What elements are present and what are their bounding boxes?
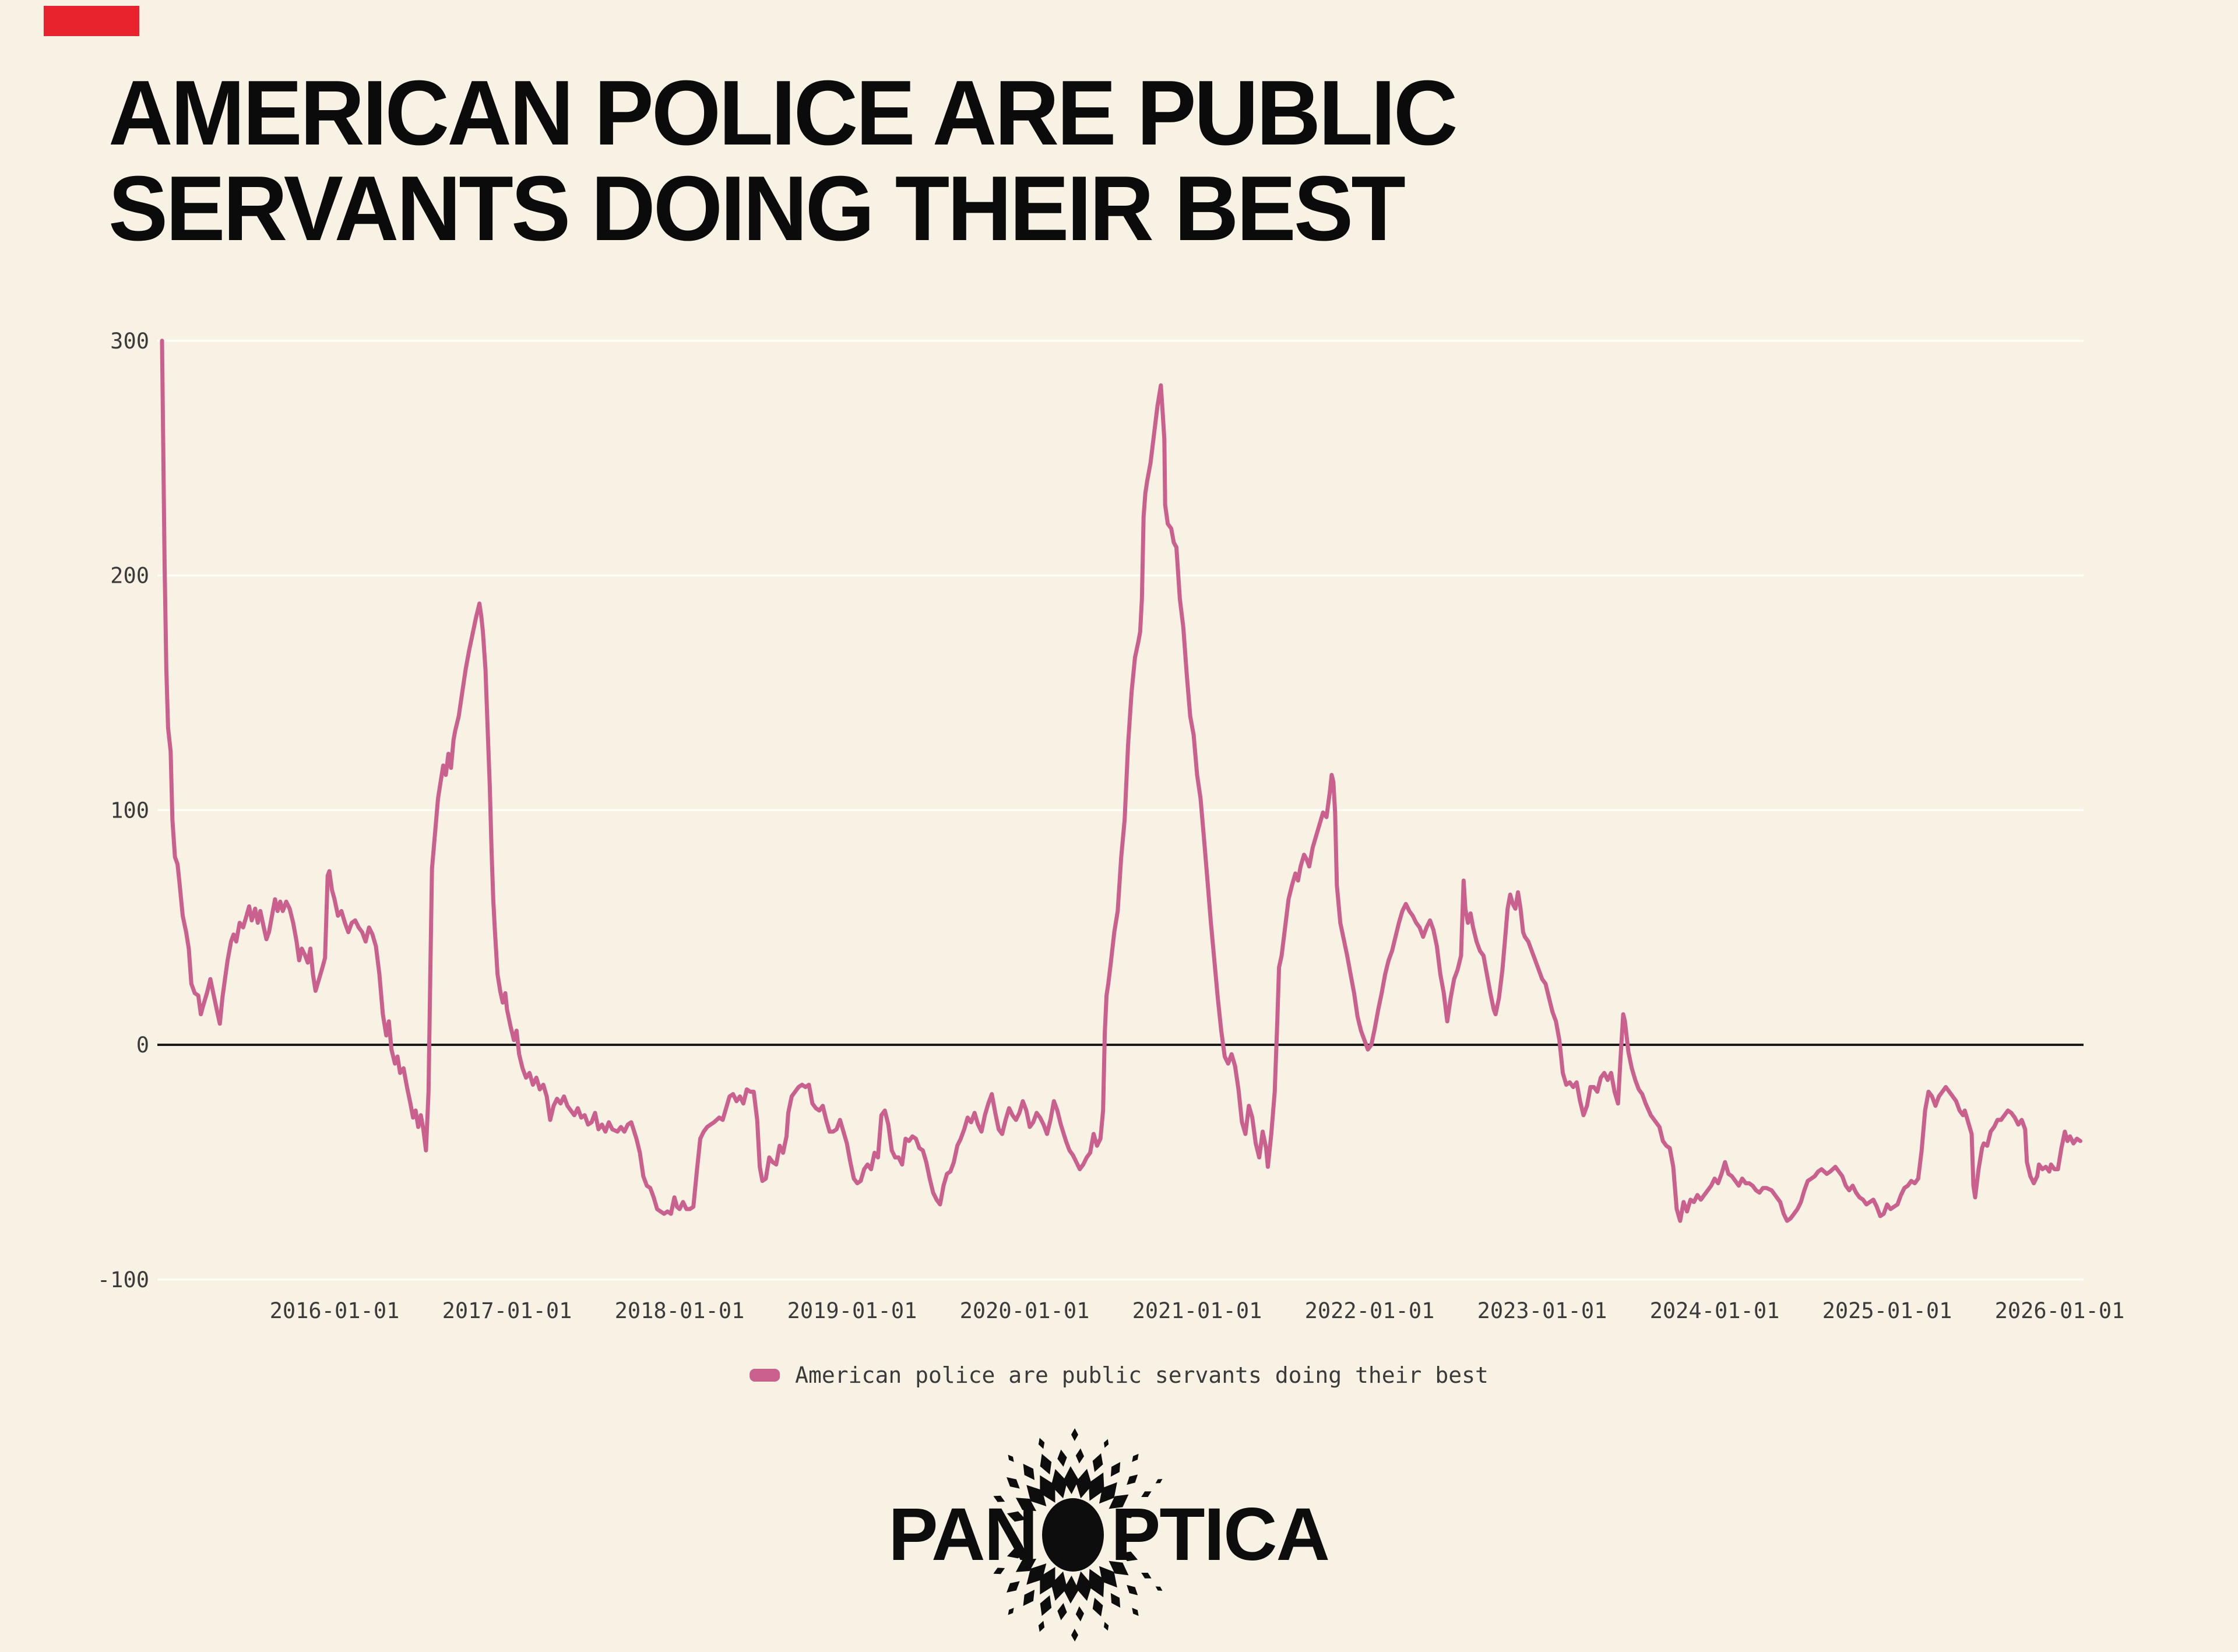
svg-text:2025-01-01: 2025-01-01 [1822,1298,1952,1323]
svg-text:200: 200 [110,563,149,589]
accent-bar [44,6,139,36]
legend-label: American police are public servants doin… [795,1362,1489,1388]
svg-text:0: 0 [136,1033,149,1058]
svg-text:2022-01-01: 2022-01-01 [1305,1298,1435,1323]
svg-text:2021-01-01: 2021-01-01 [1132,1298,1262,1323]
svg-text:100: 100 [110,798,149,823]
eye-circle-icon [1042,1498,1104,1572]
svg-text:2019-01-01: 2019-01-01 [787,1298,917,1323]
svg-text:2020-01-01: 2020-01-01 [960,1298,1090,1323]
svg-text:-100: -100 [97,1267,149,1292]
panoptica-logo-graphic: PAN PTICA [888,1428,1330,1642]
svg-text:2017-01-01: 2017-01-01 [442,1298,572,1323]
svg-text:300: 300 [110,329,149,354]
svg-text:2024-01-01: 2024-01-01 [1650,1298,1780,1323]
chart-legend: American police are public servants doin… [749,1362,1489,1388]
svg-text:2023-01-01: 2023-01-01 [1477,1298,1607,1323]
panoptica-logo: PAN PTICA [857,1422,1381,1652]
logo-text-left: PAN [888,1493,1037,1576]
timeseries-chart: 300 200 100 0 -100 2016-01-01 2017-01-01 2018-0… [97,329,2125,1323]
legend-swatch [749,1369,780,1382]
svg-text:2016-01-01: 2016-01-01 [270,1298,400,1323]
svg-text:2018-01-01: 2018-01-01 [615,1298,745,1323]
logo-text-right: PTICA [1111,1493,1329,1576]
page-title: AMERICAN POLICE ARE PUBLIC SERVANTS DOING… [108,62,1458,256]
title-line-1: AMERICAN POLICE ARE PUBLIC [108,62,1458,164]
title-line-2: SERVANTS DOING THEIR BEST [108,157,1406,260]
svg-text:2026-01-01: 2026-01-01 [1995,1298,2125,1323]
